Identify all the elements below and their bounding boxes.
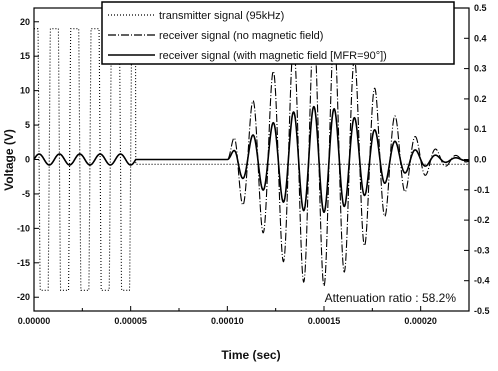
series-line-0 (34, 28, 469, 291)
x-tick-label: 0.00020 (404, 316, 437, 326)
series-line-1 (33, 31, 470, 287)
x-axis-label: Time (sec) (221, 348, 280, 362)
y-tick-label: 5 (25, 120, 30, 130)
x-tick-label: 0.00000 (18, 316, 51, 326)
y-right-tick-label: -0.5 (474, 306, 490, 316)
y-tick-label: 20 (20, 17, 30, 27)
y-tick-label: -20 (17, 292, 30, 302)
y-tick-label: -10 (17, 223, 30, 233)
y-right-tick-label: 0.0 (474, 155, 487, 165)
y-tick-label: 0 (25, 155, 30, 165)
y-right-tick-label: -0.1 (474, 185, 490, 195)
x-tick-label: 0.00010 (211, 316, 244, 326)
attenuation-annotation: Attenuation ratio : 58.2% (325, 291, 457, 305)
y-right-tick-label: -0.2 (474, 215, 490, 225)
y-right-tick-label: -0.4 (474, 276, 490, 286)
y-right-tick-label: 0.5 (474, 3, 487, 13)
legend-label-receiver-no-field: receiver signal (no magnetic field) (159, 30, 323, 42)
y-tick-label: 10 (20, 86, 30, 96)
y-tick-label: 15 (20, 51, 30, 61)
y-right-tick-label: -0.3 (474, 245, 490, 255)
legend-label-transmitter: transmitter signal (95kHz) (159, 10, 284, 22)
x-tick-label: 0.00015 (308, 316, 341, 326)
y-tick-label: -15 (17, 258, 30, 268)
y-right-tick-label: 0.2 (474, 94, 487, 104)
y-tick-label: -5 (22, 189, 30, 199)
x-tick-label: 0.00005 (114, 316, 147, 326)
y-right-tick-label: 0.3 (474, 64, 487, 74)
y-axis-label: Voltage (V) (2, 129, 16, 191)
legend: transmitter signal (95kHz) receiver sign… (101, 1, 455, 65)
series-line-2 (33, 105, 470, 214)
y-right-tick-label: 0.1 (474, 124, 487, 134)
y-right-tick-label: 0.4 (474, 33, 487, 43)
legend-label-receiver-with-field: receiver signal (with magnetic field [MF… (159, 50, 387, 62)
legend-box (101, 1, 455, 65)
series-layer (33, 28, 470, 291)
